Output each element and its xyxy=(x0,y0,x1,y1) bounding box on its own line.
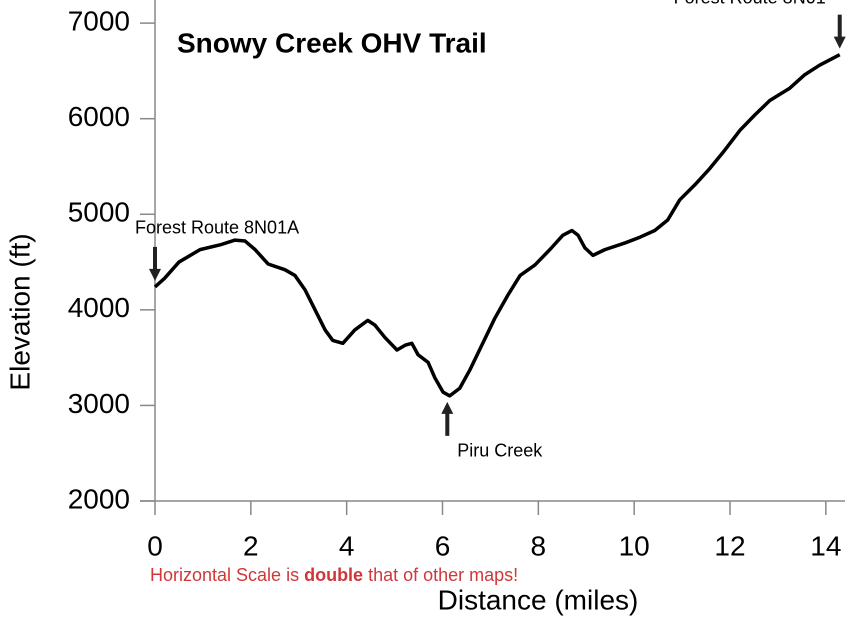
x-tick-label: 6 xyxy=(435,530,451,561)
note-text: that of other maps! xyxy=(368,565,518,585)
y-tick-label: 7000 xyxy=(68,6,130,37)
arrow-head xyxy=(441,401,454,414)
elevation-line xyxy=(153,53,841,398)
annotation-arrow xyxy=(441,401,454,436)
chart-title: Snowy Creek OHV Trail xyxy=(177,27,487,58)
x-tick-label: 0 xyxy=(147,530,163,561)
note-bold: double xyxy=(304,565,363,585)
note-text: Horizontal Scale is xyxy=(150,565,299,585)
annotation-label: Piru Creek xyxy=(457,441,543,461)
y-tick-label: 2000 xyxy=(68,483,130,514)
x-tick-label: 2 xyxy=(243,530,259,561)
x-tick-label: 14 xyxy=(810,530,841,561)
y-tick-label: 6000 xyxy=(68,101,130,132)
x-tick-label: 12 xyxy=(714,530,745,561)
x-axis-label: Distance (miles) xyxy=(438,584,639,615)
arrow-head xyxy=(149,268,161,281)
annotation-arrow xyxy=(149,246,161,281)
scale-note: Horizontal Scale is double that of other… xyxy=(150,565,518,585)
x-tick-label: 8 xyxy=(531,530,547,561)
annotation-label: Forest Route 8N01A xyxy=(135,218,299,238)
y-tick-label: 3000 xyxy=(68,388,130,419)
annotation-label: Forest Route 8N01 xyxy=(674,0,826,7)
x-tick-label: 4 xyxy=(339,530,355,561)
y-axis-label: Elevation (ft) xyxy=(4,233,35,390)
y-tick-label: 5000 xyxy=(68,197,130,228)
arrow-head xyxy=(833,36,846,49)
y-tick-label: 4000 xyxy=(68,292,130,323)
x-tick-label: 10 xyxy=(619,530,650,561)
annotation-arrow xyxy=(833,14,846,49)
